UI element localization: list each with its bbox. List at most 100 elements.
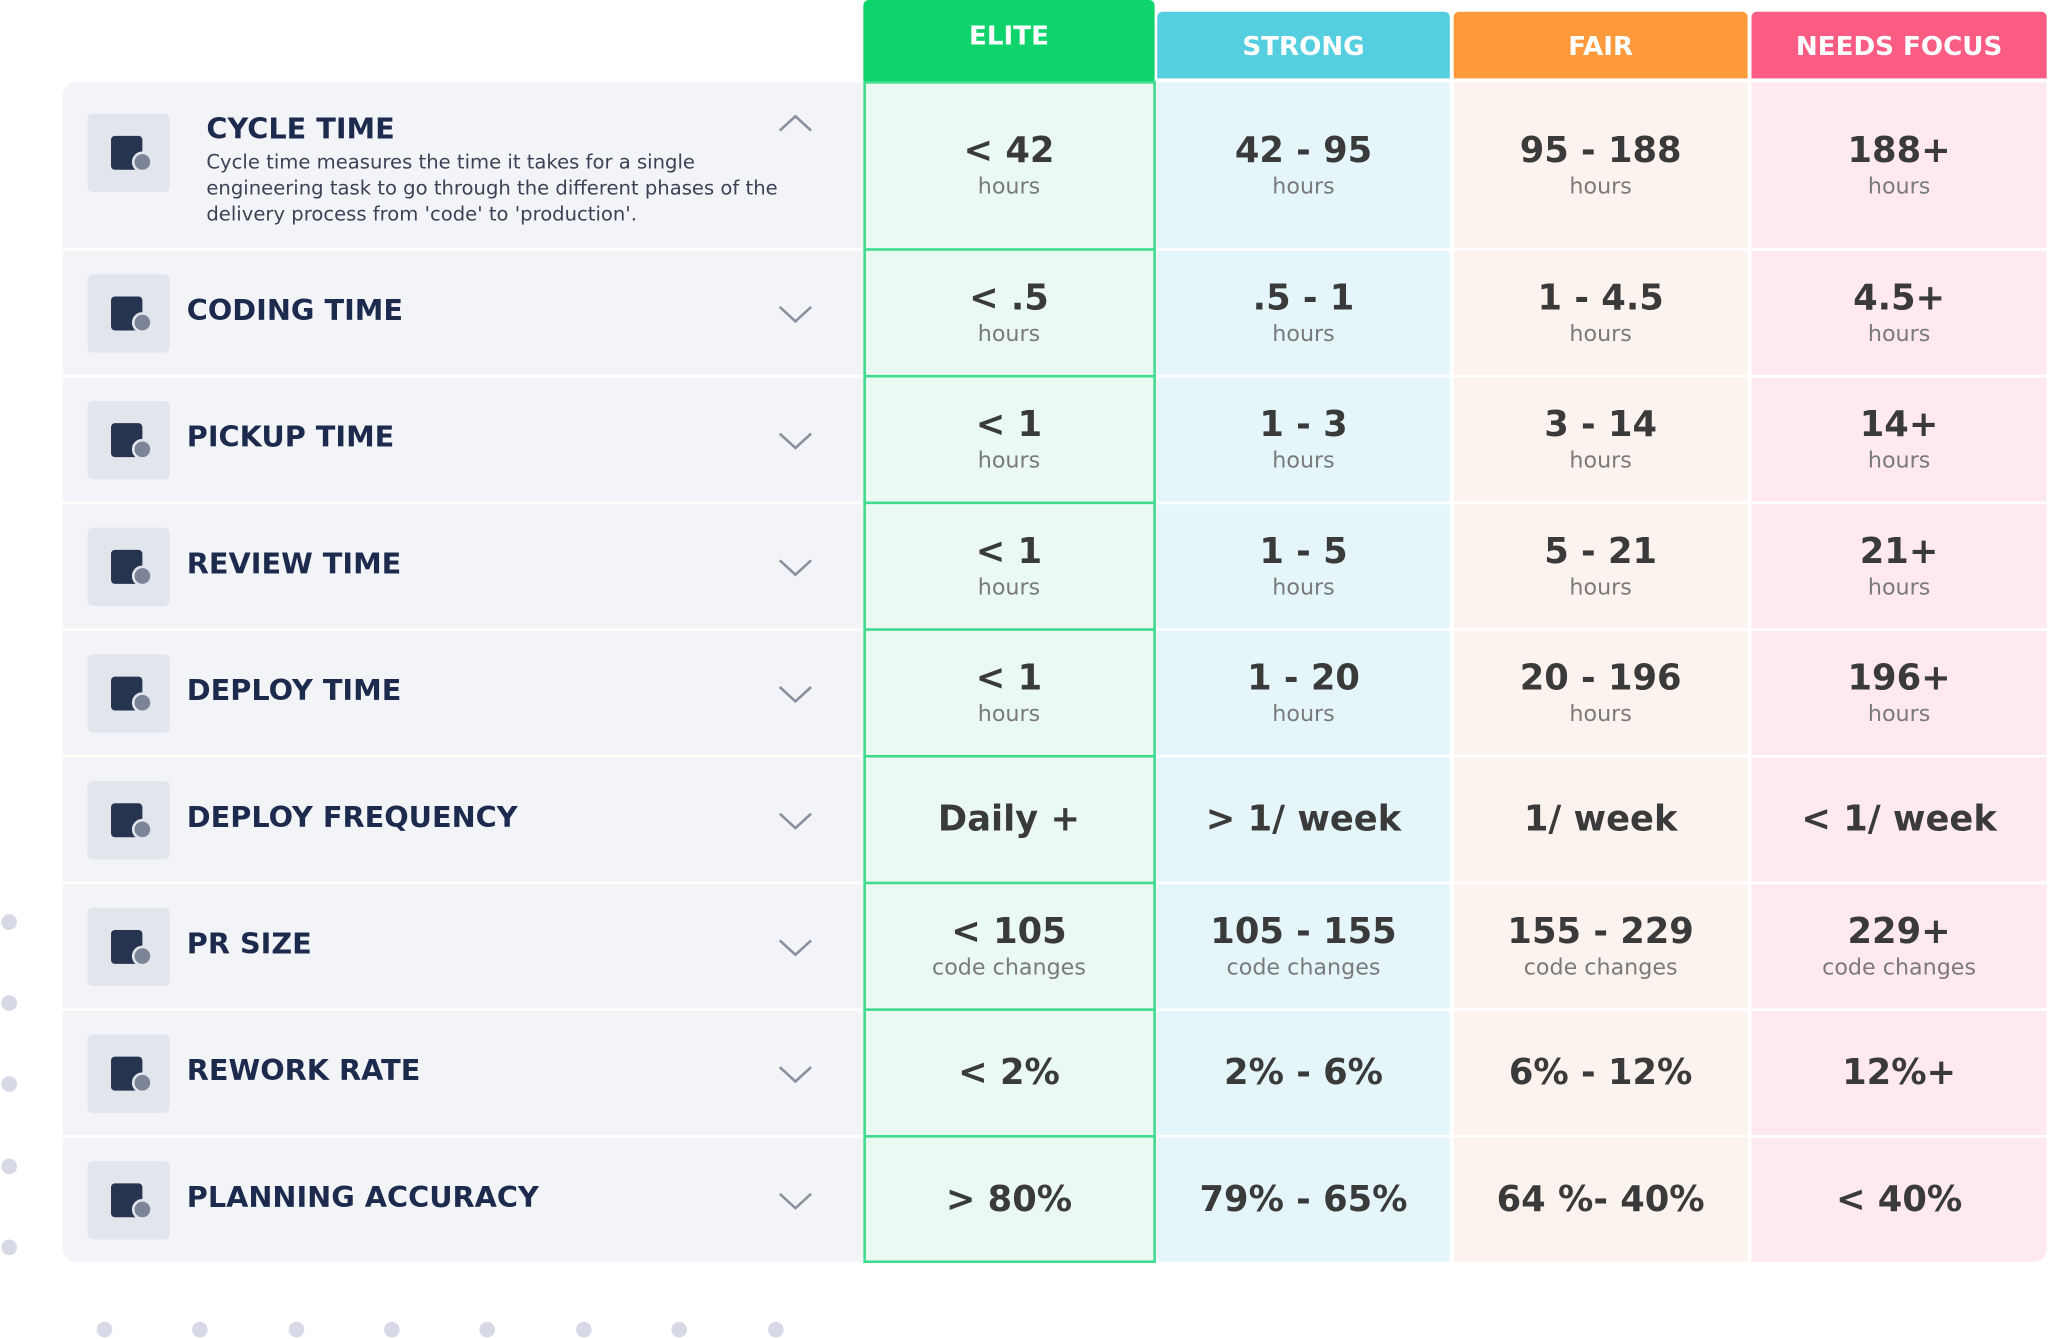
cell-value: 12%+ (1842, 1052, 1957, 1094)
metric-name: CODING TIME (186, 294, 403, 328)
dot (96, 1321, 113, 1338)
icon-glyph (110, 422, 153, 460)
tier-cell: < 1 hours (863, 504, 1155, 629)
expand-toggle[interactable] (776, 1060, 815, 1086)
dot (1, 914, 17, 930)
cell-value: 1/ week (1523, 799, 1678, 840)
cell-unit: hours (977, 574, 1041, 601)
metric-name: PLANNING ACCURACY (186, 1181, 539, 1215)
cell-unit: hours (1867, 701, 1931, 728)
cell-unit: hours (1569, 701, 1632, 728)
column-header: FAIR (1453, 11, 1748, 79)
metric-icon (87, 400, 170, 479)
expand-toggle[interactable] (776, 553, 815, 579)
metric-panel (62, 82, 864, 1262)
chevron (778, 938, 812, 956)
cell-unit: hours (977, 321, 1041, 348)
tier-cell: < 2% (863, 1010, 1155, 1136)
expand-toggle[interactable] (776, 680, 815, 706)
metric-name: PICKUP TIME (186, 421, 395, 454)
metric-name: DEPLOY FREQUENCY (186, 801, 518, 834)
icon-glyph (110, 135, 153, 173)
chevron (778, 812, 812, 830)
chevron (778, 1192, 812, 1210)
metric-icon (87, 1160, 170, 1239)
cell-value: < 1 (975, 531, 1043, 573)
metric-name: DEPLOY TIME (186, 674, 402, 708)
cell-value: 42 - 95 (1234, 130, 1373, 172)
tier-cell: 188+ hours (1751, 82, 2047, 249)
cell-unit: code changes (1822, 954, 1977, 981)
icon-glyph (110, 1055, 153, 1093)
dot (1, 1158, 17, 1175)
icon-glyph (110, 929, 153, 966)
expand-toggle[interactable] (776, 110, 815, 136)
cell-unit: hours (1272, 321, 1335, 348)
cell-value: 64 %- 40% (1496, 1179, 1705, 1220)
chevron (778, 432, 812, 450)
chevron (778, 1065, 812, 1083)
cell-value: 4.5+ (1853, 278, 1946, 319)
tier-cell: 196+ hours (1751, 630, 2047, 755)
tier-cell: 42 - 95 hours (1157, 82, 1450, 249)
cell-unit: hours (1569, 173, 1632, 200)
tier-cell: < 1 hours (863, 377, 1155, 502)
cell-value: 5 - 21 (1544, 531, 1658, 573)
expand-toggle[interactable] (776, 933, 815, 959)
cell-unit: hours (1569, 574, 1632, 601)
tier-cell: Daily + (863, 757, 1155, 882)
elite-divider (863, 1135, 1156, 1138)
cell-unit: hours (1867, 447, 1931, 475)
cell-unit: hours (1867, 321, 1931, 348)
cell-unit: hours (977, 447, 1041, 475)
tier-cell: 1 - 4.5 hours (1453, 250, 1748, 375)
dot (767, 1321, 784, 1338)
icon-glyph (110, 295, 153, 333)
cell-value: 14+ (1859, 404, 1939, 446)
icon-glyph (110, 675, 153, 713)
elite-divider (863, 248, 1156, 251)
cell-unit: hours (1569, 447, 1632, 475)
cell-value: 155 - 229 (1507, 911, 1694, 953)
metric-name: PR SIZE (186, 927, 312, 961)
tier-cell: 12%+ (1751, 1010, 2047, 1136)
column-header: NEEDS FOCUS (1751, 11, 2047, 79)
tier-cell: > 80% (863, 1137, 1155, 1262)
cell-value: 95 - 188 (1519, 130, 1682, 172)
cell-value: 3 - 14 (1544, 404, 1658, 446)
tier-cell: 1 - 5 hours (1157, 504, 1450, 629)
tier-cell: 95 - 188 hours (1453, 82, 1748, 249)
metric-name: REVIEW TIME (186, 547, 402, 581)
tier-cell: .5 - 1 hours (1157, 250, 1450, 375)
metric-name: REWORK RATE (186, 1054, 421, 1088)
metric-icon (87, 113, 170, 192)
tier-cell: 155 - 229 code changes (1453, 884, 1748, 1009)
expand-toggle[interactable] (776, 807, 815, 833)
metric-icon (87, 273, 170, 352)
expand-toggle[interactable] (776, 1187, 815, 1213)
chevron (778, 558, 812, 576)
tier-cell: 1 - 3 hours (1157, 377, 1450, 502)
column-header: ELITE (863, 0, 1155, 81)
expand-toggle[interactable] (776, 300, 815, 326)
tier-cell: 2% - 6% (1157, 1010, 1450, 1136)
dot (575, 1321, 592, 1338)
dot (479, 1321, 496, 1338)
tier-cell: 21+ hours (1751, 504, 2047, 629)
cell-value: 1 - 20 (1247, 658, 1360, 699)
cell-value: .5 - 1 (1252, 278, 1355, 319)
cell-value: < 42 (963, 130, 1055, 172)
cell-value: < 105 (951, 911, 1067, 953)
metric-icon (87, 780, 170, 859)
expand-toggle[interactable] (776, 426, 815, 452)
metric-description: Cycle time measures the time it takes fo… (206, 150, 778, 226)
cell-value: 188+ (1847, 130, 1951, 172)
cell-value: 105 - 155 (1210, 911, 1397, 953)
cell-unit: hours (977, 173, 1041, 200)
tier-cell: 4.5+ hours (1751, 250, 2047, 375)
cell-value: 229+ (1847, 911, 1951, 953)
cell-value: Daily + (937, 799, 1080, 840)
tier-cell: < 42 hours (863, 82, 1155, 249)
elite-divider (863, 628, 1156, 631)
tier-cell: < 40% (1751, 1137, 2047, 1262)
